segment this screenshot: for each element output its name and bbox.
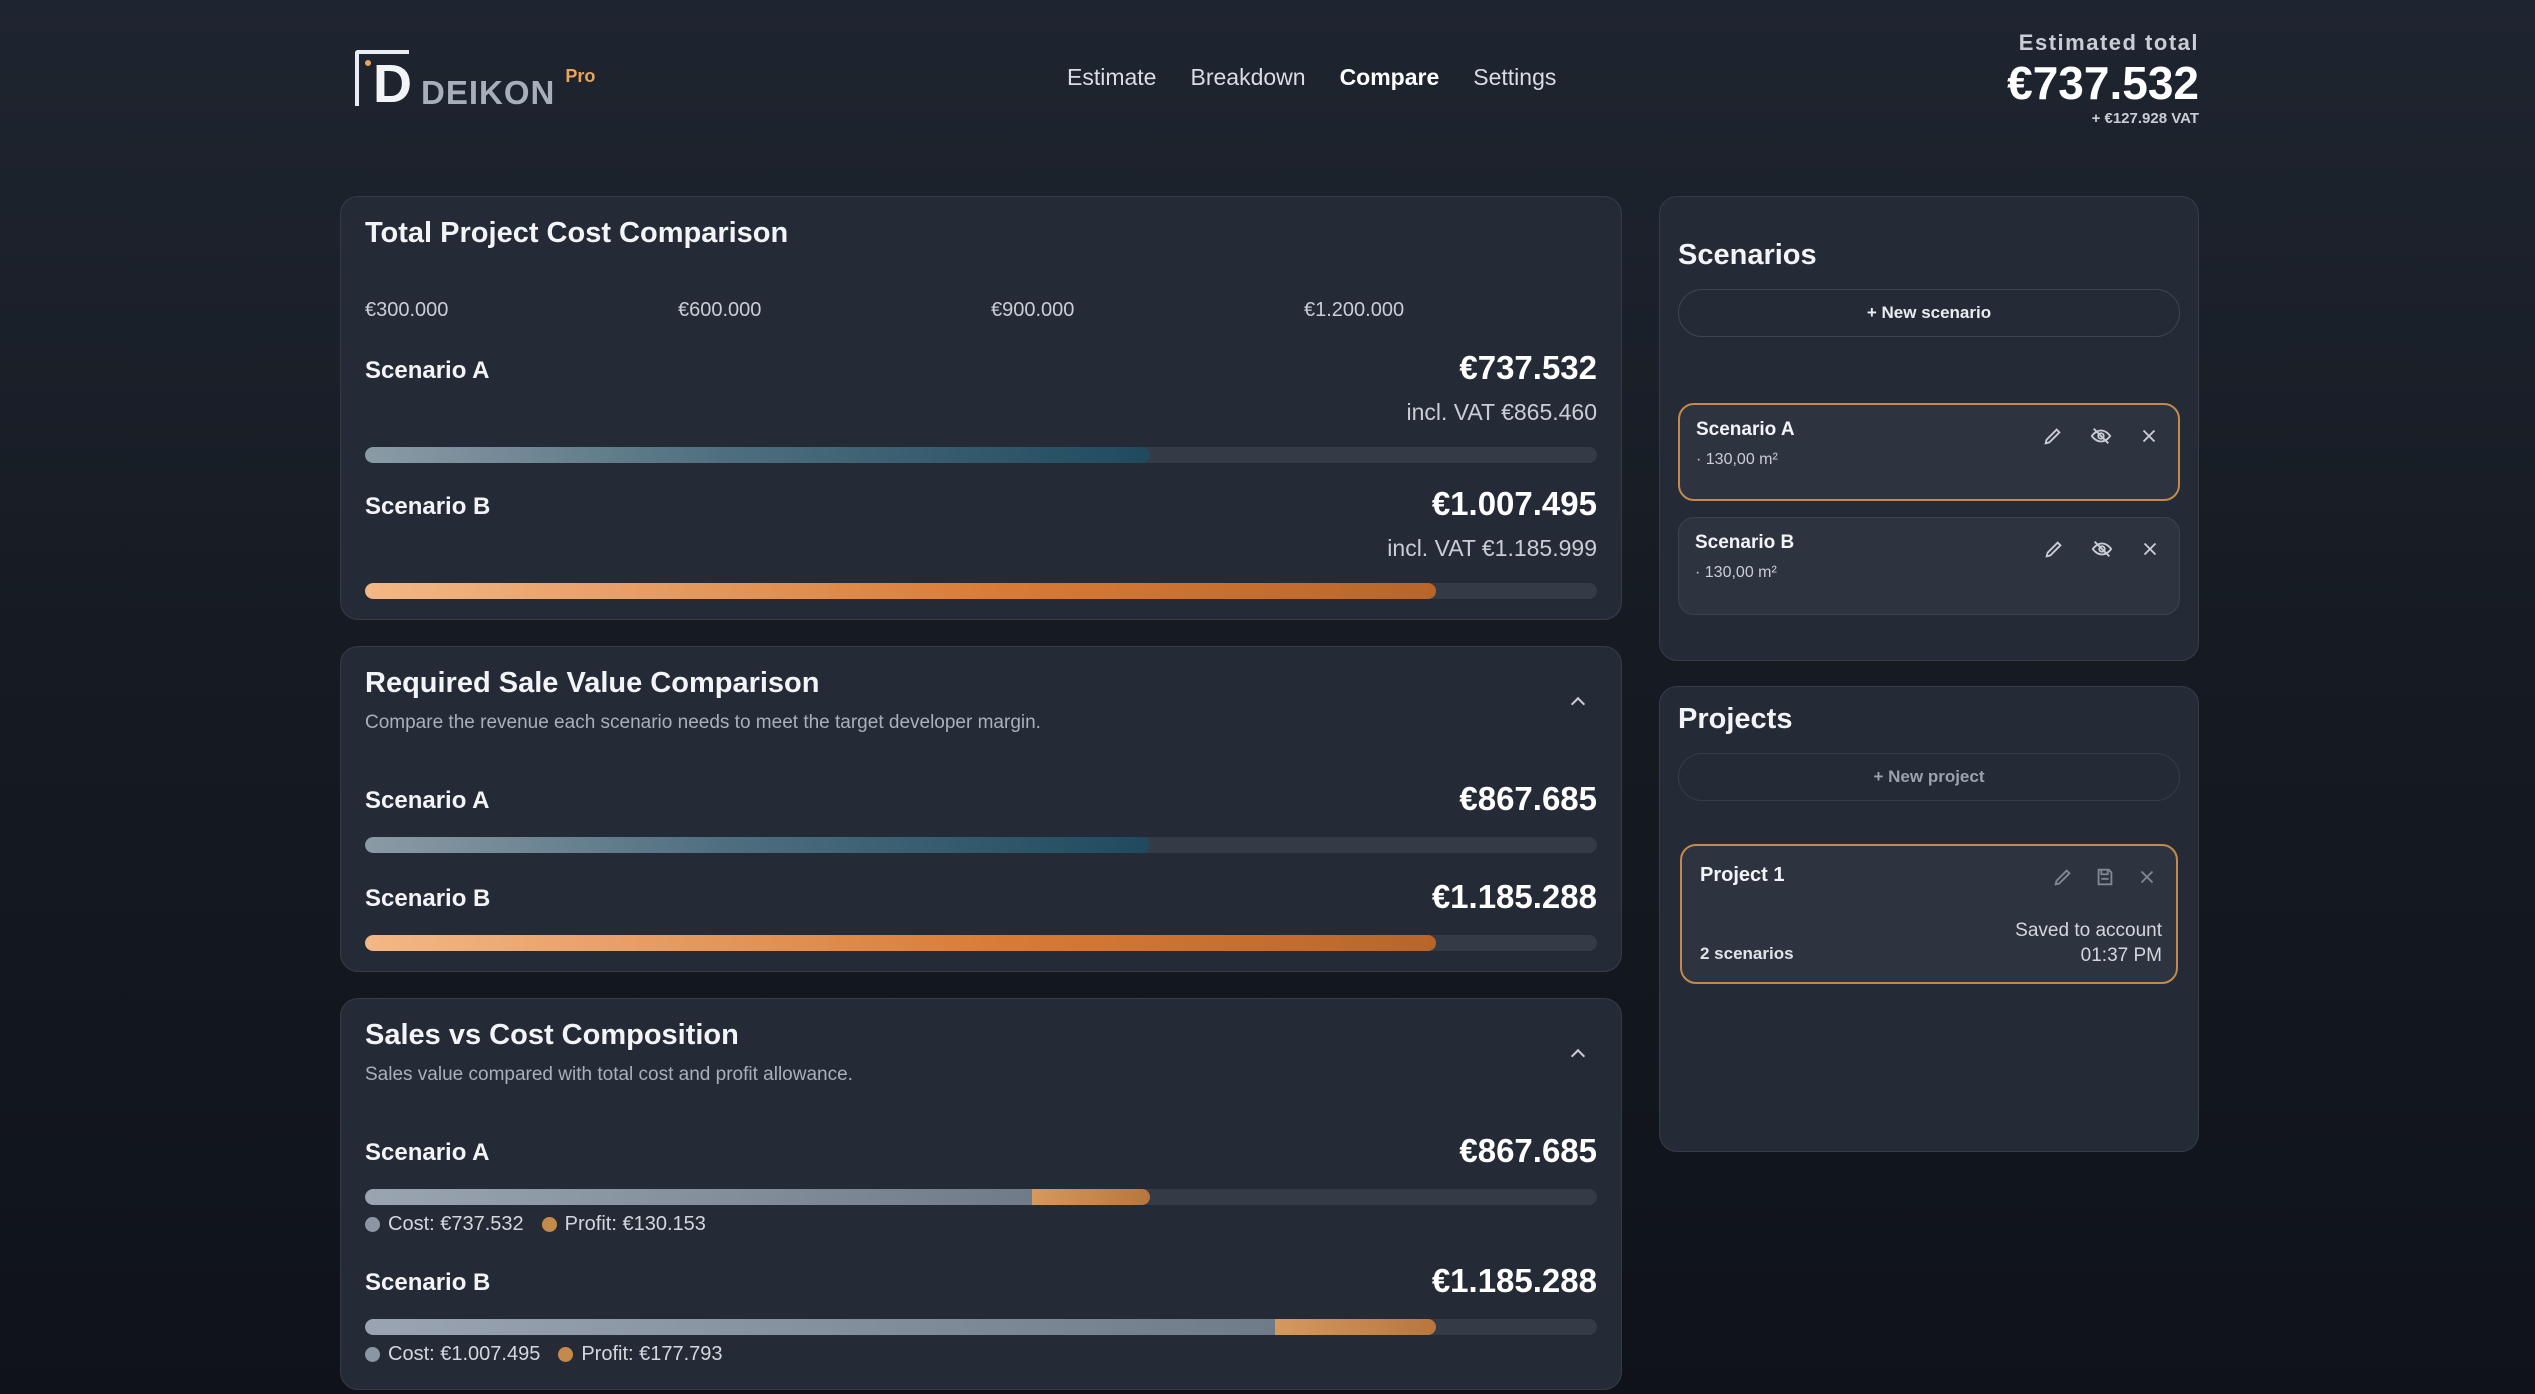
main-nav: Estimate Breakdown Compare Settings [1067, 64, 1556, 91]
legend-profit-label: Profit: €130.153 [564, 1213, 706, 1235]
eye-off-icon[interactable] [2090, 425, 2112, 447]
projects-panel: Projects + New project Project 1 2 scena… [1659, 686, 2199, 1152]
scenario-area: · 130,00 m² [1696, 451, 1778, 468]
cost-row-label-b: Scenario B [365, 493, 491, 520]
cost-row-value-b: €1.007.495 [1431, 485, 1597, 522]
sale-bar-track-a [365, 837, 1597, 853]
pencil-icon[interactable] [2043, 538, 2065, 560]
estimated-total: Estimated total €737.532 + €127.928 VAT [2007, 30, 2199, 127]
close-icon[interactable] [2136, 866, 2158, 888]
project-status-time: 01:37 PM [2080, 945, 2162, 966]
cost-comparison-card: Total Project Cost Comparison €300.000 €… [340, 196, 1622, 620]
scenario-name: Scenario A [1696, 419, 1795, 440]
sale-row-value-a: €867.685 [1459, 780, 1597, 817]
nav-estimate[interactable]: Estimate [1067, 64, 1157, 90]
close-icon[interactable] [2138, 425, 2160, 447]
project-save-status: Saved to account 01:37 PM [2015, 918, 2162, 968]
comp-bar-track-b [365, 1319, 1597, 1335]
comp-row-value-b: €1.185.288 [1431, 1262, 1597, 1299]
sale-row-value-b: €1.185.288 [1431, 878, 1597, 915]
pencil-icon[interactable] [2042, 425, 2064, 447]
cost-row-vat-a: incl. VAT €865.460 [1406, 399, 1597, 425]
close-icon[interactable] [2139, 538, 2161, 560]
scenarios-title: Scenarios [1678, 239, 1817, 271]
cost-bar-b [365, 583, 1436, 599]
scenario-item-a[interactable]: Scenario A · 130,00 m² [1678, 403, 2180, 501]
eye-off-icon[interactable] [2091, 538, 2113, 560]
profit-dot-icon [558, 1347, 574, 1362]
sale-bar-track-b [365, 935, 1597, 951]
scenario-item-b[interactable]: Scenario B · 130,00 m² [1678, 517, 2180, 615]
composition-card: Sales vs Cost Composition Sales value co… [340, 998, 1622, 1390]
project-scenario-count: 2 scenarios [1700, 944, 1794, 963]
sale-value-subtitle: Compare the revenue each scenario needs … [365, 712, 1041, 733]
sale-bar-a [365, 837, 1150, 853]
scenario-name: Scenario B [1695, 532, 1795, 553]
sale-value-title: Required Sale Value Comparison [365, 667, 820, 699]
sale-row-label-b: Scenario B [365, 885, 491, 912]
legend-cost-label: Cost: €1.007.495 [388, 1343, 541, 1365]
composition-subtitle: Sales value compared with total cost and… [365, 1064, 853, 1085]
save-icon[interactable] [2094, 866, 2116, 888]
nav-breakdown[interactable]: Breakdown [1190, 64, 1306, 90]
project-item[interactable]: Project 1 2 scenarios Saved to account 0… [1680, 844, 2178, 984]
estimated-total-vat: + €127.928 VAT [2091, 110, 2199, 127]
axis-tick: €900.000 [991, 299, 1075, 321]
comp-row-value-a: €867.685 [1459, 1132, 1597, 1169]
comp-cost-segment-b [365, 1319, 1276, 1335]
scenarios-panel: Scenarios + New scenario Scenario A · 13… [1659, 196, 2199, 661]
axis-tick: €1.200.000 [1304, 299, 1405, 321]
legend-cost: Cost: €737.532 [365, 1213, 524, 1236]
comp-profit-segment-a [1031, 1189, 1150, 1205]
comp-legend-a: Cost: €737.532 Profit: €130.153 [365, 1213, 706, 1236]
comp-row-label-b: Scenario B [365, 1269, 491, 1296]
cost-dot-icon [365, 1347, 380, 1362]
comp-profit-segment-b [1275, 1319, 1436, 1335]
projects-title: Projects [1678, 703, 1793, 735]
pencil-icon[interactable] [2052, 866, 2074, 888]
estimated-total-value: €737.532 [2007, 57, 2199, 109]
project-status-line: Saved to account [2015, 920, 2162, 941]
axis-tick: €600.000 [678, 299, 762, 321]
comp-cost-segment-a [365, 1189, 1032, 1205]
cost-row-value-a: €737.532 [1459, 349, 1597, 386]
brand-logo[interactable]: D DEIKON Pro [355, 50, 595, 112]
cost-bar-a [365, 447, 1150, 463]
sale-value-card: Required Sale Value Comparison Compare t… [340, 646, 1622, 972]
new-scenario-button[interactable]: + New scenario [1678, 289, 2180, 337]
legend-profit: Profit: €177.793 [558, 1343, 723, 1366]
logo-letter: D [373, 54, 412, 114]
cost-bar-track-b [365, 583, 1597, 599]
nav-compare[interactable]: Compare [1339, 64, 1440, 90]
cost-row-label-a: Scenario A [365, 357, 490, 384]
composition-title: Sales vs Cost Composition [365, 1019, 739, 1051]
collapse-chevron-icon[interactable] [1567, 1043, 1587, 1063]
legend-cost: Cost: €1.007.495 [365, 1343, 540, 1366]
comp-legend-b: Cost: €1.007.495 Profit: €177.793 [365, 1343, 723, 1366]
legend-profit-label: Profit: €177.793 [581, 1343, 723, 1365]
project-name: Project 1 [1700, 864, 1785, 886]
profit-dot-icon [541, 1217, 557, 1232]
estimated-total-label: Estimated total [2018, 30, 2199, 55]
axis-tick: €300.000 [365, 299, 449, 321]
sale-bar-b [365, 935, 1436, 951]
nav-settings[interactable]: Settings [1473, 64, 1557, 90]
cost-bar-track-a [365, 447, 1597, 463]
cost-comparison-title: Total Project Cost Comparison [365, 217, 789, 249]
brand-name: DEIKON [421, 74, 556, 111]
collapse-chevron-icon[interactable] [1567, 691, 1587, 711]
new-project-button[interactable]: + New project [1678, 753, 2180, 801]
sale-row-label-a: Scenario A [365, 787, 490, 814]
legend-profit: Profit: €130.153 [541, 1213, 706, 1236]
cost-dot-icon [365, 1217, 380, 1232]
legend-cost-label: Cost: €737.532 [388, 1213, 524, 1235]
cost-row-vat-b: incl. VAT €1.185.999 [1387, 535, 1597, 561]
comp-bar-track-a [365, 1189, 1597, 1205]
comp-row-label-a: Scenario A [365, 1139, 490, 1166]
brand-tier: Pro [565, 66, 596, 86]
scenario-area: · 130,00 m² [1695, 564, 1777, 581]
logo-mark-icon: D [355, 50, 412, 111]
